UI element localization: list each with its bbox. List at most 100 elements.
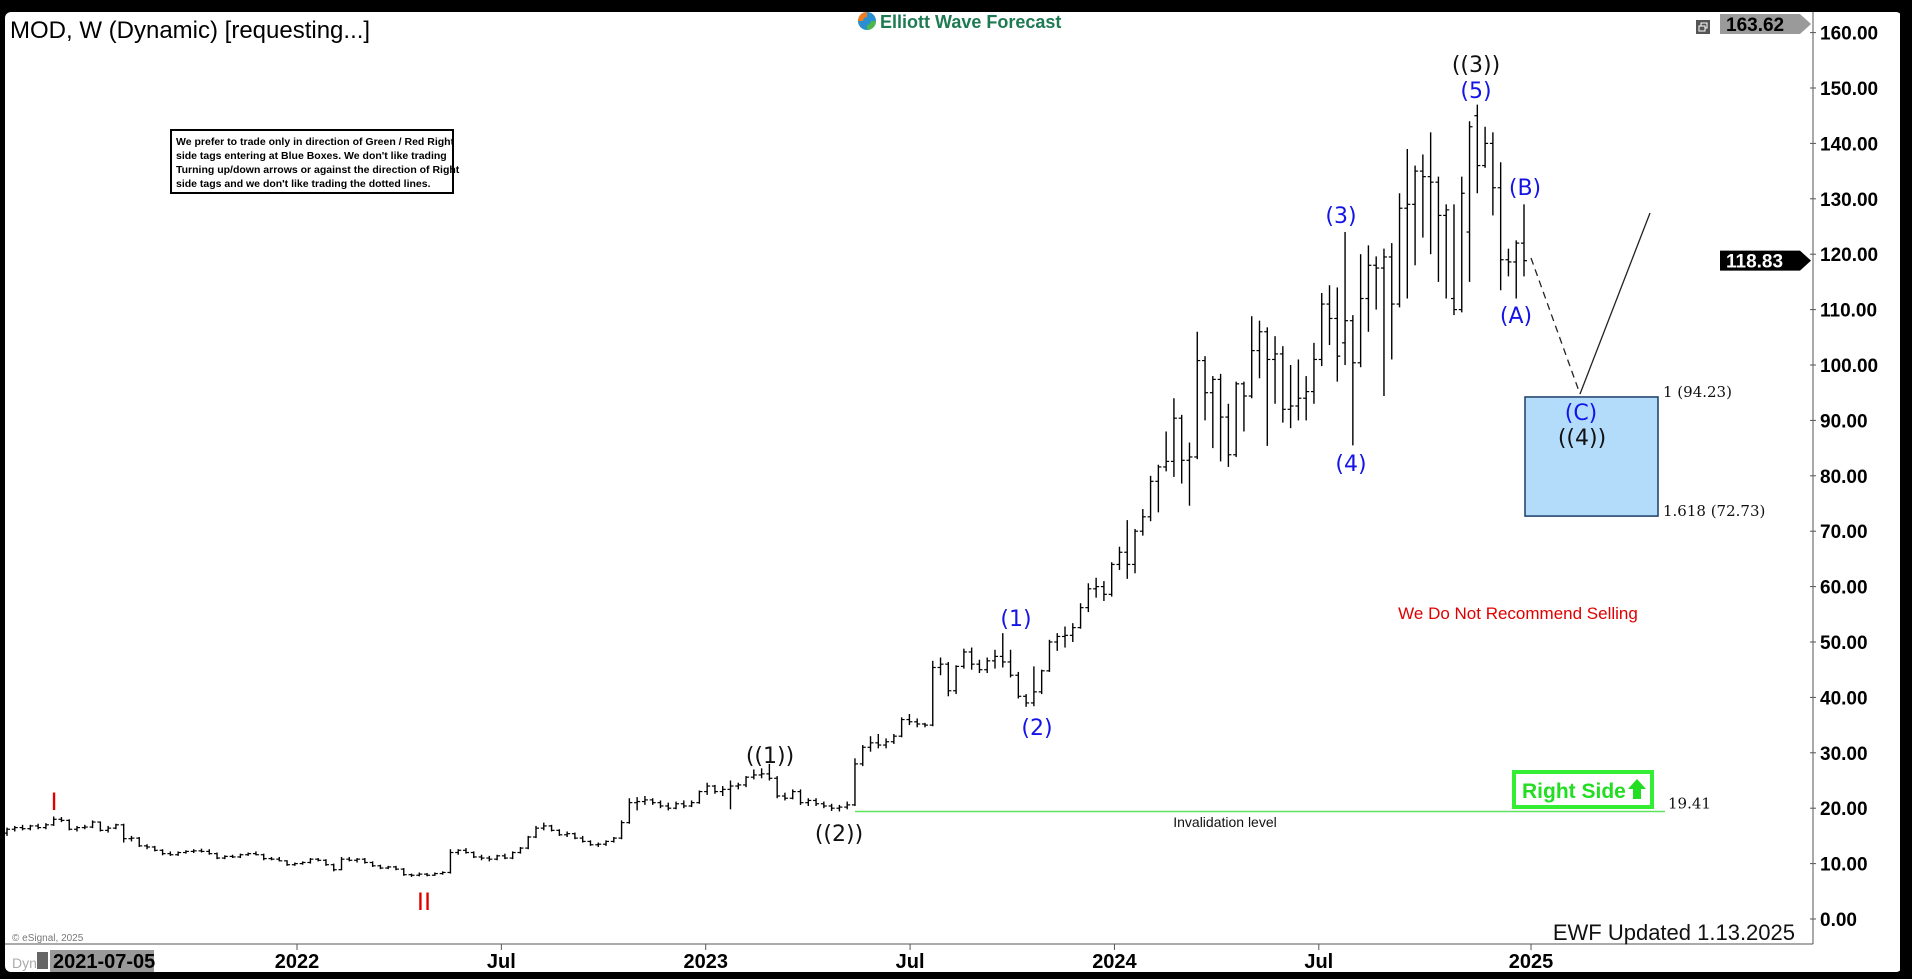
ohlc-bar — [1007, 649, 1014, 678]
ohlc-bar — [1342, 232, 1349, 365]
ohlc-bar — [1419, 154, 1426, 238]
ohlc-bar — [369, 861, 376, 867]
ohlc-bar — [1505, 248, 1512, 277]
ohlc-bar — [1093, 577, 1100, 598]
price-axis[interactable]: 160.00 150.00 140.00 130.00 120.00 110.00 100.… — [1810, 24, 1878, 931]
dyn-label: Dyn — [12, 955, 37, 971]
notice-line: We prefer to trade only in direction of … — [176, 136, 455, 148]
ohlc-bar — [1116, 546, 1123, 570]
fib-level-1618: 1.618 (72.73) — [1663, 502, 1765, 520]
ohlc-bar — [237, 853, 244, 859]
ohlc-bar — [377, 864, 384, 870]
ohlc-bar — [81, 824, 88, 830]
ohlc-bar — [501, 853, 508, 860]
time-tick-label: 2025 — [1509, 951, 1554, 973]
ohlc-bar — [579, 835, 586, 843]
ohlc-bar — [1349, 315, 1356, 446]
ohlc-bar — [1279, 346, 1286, 423]
ohlc-bar — [385, 865, 392, 870]
ohlc-bar — [151, 845, 158, 852]
no-sell-note: We Do Not Recommend Selling — [1398, 604, 1638, 623]
ohlc-bar — [260, 853, 267, 861]
ohlc-bar — [1435, 176, 1442, 282]
ohlc-bar — [1380, 248, 1387, 397]
ohlc-bar — [1062, 626, 1069, 648]
ohlc-bar — [1077, 603, 1084, 629]
ohlc-bar — [1186, 442, 1193, 506]
top-price-flag: 163.62 — [1720, 14, 1811, 36]
price-tick-label: 60.00 — [1820, 578, 1868, 599]
ohlc-bar — [828, 803, 835, 811]
time-tick-label: Jul — [1304, 951, 1333, 973]
ohlc-bar — [1046, 639, 1053, 672]
ohlc-bar — [284, 860, 291, 866]
ohlc-bar — [416, 872, 423, 877]
ohlc-bar — [1170, 398, 1177, 477]
ohlc-bar — [1240, 381, 1247, 432]
ohlc-bar — [595, 842, 602, 847]
price-tick-label: 90.00 — [1820, 411, 1868, 432]
ohlc-bar — [1396, 193, 1403, 308]
time-axis[interactable]: 2022 Jul 2023 Jul 2024 Jul 2025 — [275, 944, 1554, 973]
last-price: 118.83 — [1726, 252, 1783, 273]
ohlc-bar — [836, 804, 843, 812]
right-side-label: Right Side — [1522, 780, 1626, 803]
restore-window-icon[interactable] — [1696, 20, 1710, 34]
ohlc-bar — [128, 835, 135, 842]
ohlc-bar — [937, 657, 944, 676]
lock-icon[interactable] — [37, 952, 48, 969]
ohlc-bar — [198, 848, 205, 853]
price-tick-label: 20.00 — [1820, 799, 1868, 820]
ohlc-bar — [1248, 316, 1255, 399]
ohlc-bar — [1264, 327, 1271, 446]
ohlc-bar — [704, 782, 711, 795]
ohlc-bar — [984, 657, 991, 674]
cycle-label-I: I — [50, 788, 57, 816]
ohlc-bar — [921, 722, 928, 728]
wave-label-w3: ((3)) — [1452, 53, 1500, 78]
ohlc-bar — [1427, 132, 1434, 255]
time-tick-label: Jul — [896, 951, 925, 973]
cursor-date: 2021-07-05 — [53, 951, 155, 973]
ohlc-bar — [634, 797, 641, 811]
ohlc-bar — [330, 863, 337, 872]
ohlc-bar — [50, 816, 57, 826]
ohlc-bar — [1085, 583, 1092, 613]
ohlc-bar — [1357, 254, 1364, 368]
ohlc-bar — [35, 823, 42, 830]
ohlc-bar — [136, 837, 143, 847]
ohlc-bar — [1272, 336, 1279, 404]
ohlc-bar — [447, 849, 454, 874]
ohlc-bar — [400, 868, 407, 876]
ohlc-bar — [688, 800, 695, 808]
trading-notice: We prefer to trade only in direction of … — [170, 129, 460, 194]
ohlc-bar — [533, 825, 540, 839]
ohlc-bar — [1194, 331, 1201, 460]
ohlc-bar — [424, 873, 431, 877]
ohlc-bar — [276, 856, 283, 862]
ohlc-bar — [1497, 162, 1504, 291]
time-tick-label: 2023 — [683, 951, 728, 973]
time-tick-label: 2024 — [1092, 951, 1137, 973]
notice-line: Turning up/down arrows or against the di… — [176, 164, 460, 176]
ohlc-bar — [1132, 528, 1139, 574]
ohlc-bar — [182, 850, 189, 854]
ohlc-bar — [556, 829, 563, 836]
price-tick-label: 80.00 — [1820, 467, 1868, 488]
ohlc-bar — [875, 733, 882, 749]
ohlc-bar — [859, 745, 866, 767]
ohlc-bar — [408, 873, 415, 877]
ohlc-series — [4, 104, 1527, 877]
ohlc-bar — [1155, 464, 1162, 513]
ohlc-bar — [299, 861, 306, 865]
ohlc-bar — [1310, 342, 1317, 404]
ohlc-bar — [112, 823, 119, 830]
ohlc-bar — [797, 789, 804, 805]
ohlc-bar — [245, 852, 252, 856]
ohlc-bar — [392, 865, 399, 871]
ohlc-bar — [361, 858, 368, 864]
price-tick-label: 70.00 — [1820, 522, 1868, 543]
ohlc-bar — [844, 801, 851, 810]
wave-label-B: (B) — [1509, 176, 1541, 201]
